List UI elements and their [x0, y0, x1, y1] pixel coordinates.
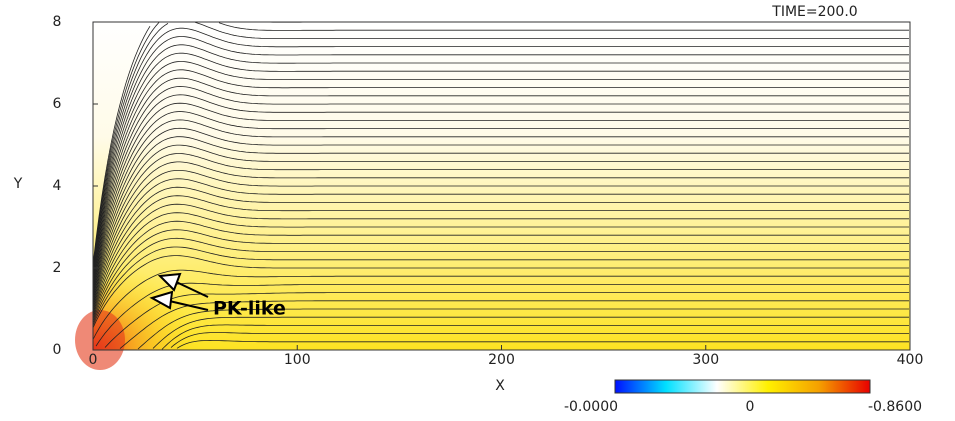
field-line	[92, 44, 909, 276]
field-line	[92, 186, 909, 311]
field-line	[92, 237, 909, 324]
field-line	[92, 269, 909, 340]
y-tick-label: 8	[53, 14, 62, 30]
colorbar-label: -0.8600	[868, 399, 922, 415]
field-line	[92, 69, 909, 282]
field-line	[92, 127, 909, 297]
y-tick-label: 0	[53, 342, 62, 358]
field-line	[92, 161, 909, 305]
field-line	[152, 316, 909, 349]
time-annotation: TIME=200.0	[771, 4, 857, 20]
x-axis-label: X	[495, 378, 505, 394]
field-line	[92, 144, 909, 301]
field-line	[119, 300, 909, 349]
y-tick-label: 4	[53, 178, 62, 194]
x-tick-label: 400	[897, 352, 924, 368]
colorbar-label: -0.0000	[564, 399, 618, 415]
field-line	[92, 22, 909, 267]
x-tick-label: 100	[284, 352, 311, 368]
x-tick-label: 300	[692, 352, 719, 368]
field-line	[92, 212, 909, 318]
field-line	[92, 220, 909, 320]
field-line	[92, 153, 909, 303]
field-line	[92, 52, 909, 278]
field-line	[92, 94, 909, 288]
pk-arrows	[149, 272, 209, 311]
field-line	[176, 339, 909, 349]
field-line	[104, 292, 909, 348]
field-line	[92, 27, 909, 271]
y-axis-label: Y	[13, 176, 23, 192]
field-line	[137, 308, 909, 350]
field-line	[92, 229, 909, 322]
x-tick-label: 200	[488, 352, 515, 368]
field-line	[95, 282, 909, 347]
field-line	[92, 119, 909, 294]
field-line	[92, 77, 909, 284]
colorbar	[614, 379, 871, 394]
field-line	[92, 203, 909, 316]
field-line	[92, 195, 909, 314]
field-line	[92, 86, 909, 286]
field-line	[92, 102, 909, 290]
field-line	[92, 61, 909, 280]
field-line	[92, 178, 909, 309]
colorbar-label: 0	[746, 399, 755, 415]
field-line	[92, 170, 909, 307]
field-line	[92, 246, 909, 326]
field-line	[92, 255, 909, 328]
field-lines	[92, 21, 909, 350]
field-line	[92, 21, 909, 269]
y-tick-label: 2	[53, 260, 62, 276]
field-line	[161, 324, 909, 350]
field-line	[92, 136, 909, 299]
x-tick-label: 0	[89, 352, 98, 368]
y-tick-label: 6	[53, 96, 62, 112]
field-line	[92, 36, 909, 273]
field-line	[92, 111, 909, 292]
field-line	[170, 332, 909, 348]
callout-text: PK-like	[213, 298, 286, 320]
